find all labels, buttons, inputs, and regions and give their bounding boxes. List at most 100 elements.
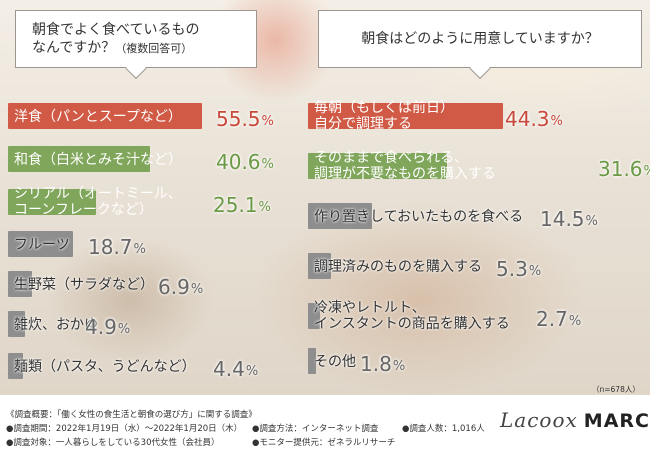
right-label-2: そのままで食べられる、 調理が不要なものを購入する [314,150,496,182]
left-value-number-2: 40.6 [216,150,261,174]
left-label-2-line-1: 和食（白米とみそ汁など） [14,152,182,168]
right-value-number-6: 1.8 [360,352,392,376]
left-value-6: 4.9% [85,310,130,338]
right-bar-2 [308,153,448,179]
left-label-2: 和食（白米とみそ汁など） [14,143,182,175]
left-value-number-5: 6.9 [158,275,190,299]
right-value-number-1: 44.3 [505,107,550,131]
left-label-6-line-1: 雑炊、おかゆ [14,317,98,333]
right-value-unit-2: % [644,164,650,180]
left-bar-3 [8,189,96,215]
right-value-unit-4: % [528,264,542,279]
right-row-6: その他 1.8% [308,345,648,377]
right-question-text: 朝食はどのように用意していますか？ [361,31,599,47]
right-value-3: 14.5% [540,202,598,230]
right-value-number-3: 14.5 [540,207,585,231]
left-label-3-line-1: シリアル（オートミール、 [14,186,182,202]
sample-size-note: （n=678人） [592,385,640,394]
left-label-4-line-1: フルーツ [14,237,70,253]
right-label-4-line-1: 調理済みのものを購入する [314,259,482,275]
right-bar-1 [308,103,503,129]
right-label-1: 毎朝（もしくは前日） 自分で調理する [314,100,454,132]
right-label-5: 冷凍やレトルト、 インスタントの商品を購入する [314,300,510,332]
right-value-unit-5: % [568,314,582,329]
right-label-3: 作り置きしておいたものを食べる [314,200,523,232]
left-value-number-1: 55.5 [216,107,261,131]
left-label-1-line-1: 洋食（パンとスープなど） [14,109,182,125]
right-value-2: 31.6% [598,152,650,180]
left-bar-1 [8,103,203,129]
left-value-7: 4.4% [213,352,258,380]
left-value-unit-6: % [117,322,131,337]
left-value-number-4: 18.7 [88,235,133,259]
left-row-5: 生野菜（サラダなど） 6.9% [8,268,298,300]
left-question-sub: （複数回答可） [115,42,193,55]
right-label-1-line-1: 毎朝（もしくは前日） [314,100,454,116]
left-value-unit-5: % [190,282,204,297]
right-row-3: 作り置きしておいたものを食べる 14.5% [308,200,648,232]
left-value-unit-4: % [133,242,146,257]
left-value-1: 55.5% [216,102,274,130]
right-label-3-line-1: 作り置きしておいたものを食べる [314,209,524,225]
left-value-3: 25.1% [213,188,271,216]
left-value-unit-2: % [261,157,274,172]
left-label-7: 麺類（パスタ、うどんなど） [14,350,196,382]
right-value-6: 1.8% [360,347,405,375]
survey-target: ●調査対象：一人暮らしをしている30代女性（会社員） [6,438,220,448]
left-bar-2 [8,146,151,172]
brand-script-text: Lacoox [500,408,578,432]
left-value-unit-7: % [245,364,259,379]
right-value-5: 2.7% [536,302,581,330]
left-bar-5 [8,271,33,297]
right-bar-6 [308,348,316,374]
left-value-2: 40.6% [216,145,274,173]
left-label-7-line-1: 麺類（パスタ、うどんなど） [14,359,196,375]
left-label-4: フルーツ [14,228,70,260]
right-label-6-line-1: その他 [314,354,356,370]
left-row-2: 和食（白米とみそ汁など） 40.6% [8,143,298,175]
left-bar-4 [8,231,74,257]
survey-title: 《調査概要：「働く女性の食生活と朝食の選び方」に関する調査》 [6,410,257,420]
left-value-4: 18.7% [88,230,146,258]
right-value-unit-6: % [392,359,406,374]
right-row-2: そのままで食べられる、調理が不要なものを購入する 31.6% [308,150,650,182]
right-label-5-line-1: 冷凍やレトルト、 [314,300,426,316]
right-question-box: 朝食はどのように用意していますか？ [318,10,642,68]
right-bar-3 [308,203,372,229]
left-row-3: シリアル（オートミール、 コーンフレークなど） 25.1% [8,186,298,218]
left-question-line1: 朝食でよく食べているもの [32,22,200,38]
right-label-4: 調理済みのものを購入する [314,250,482,282]
right-value-4: 5.3% [496,252,541,280]
right-label-2-line-2: 調理が不要なものを購入する [314,166,496,182]
left-row-1: 洋食（パンとスープなど） 55.5% [8,100,298,132]
left-bar-7 [8,353,24,379]
right-value-number-5: 2.7 [536,307,568,331]
left-value-number-6: 4.9 [85,315,117,339]
right-value-1: 44.3% [505,102,563,130]
right-label-1-line-2: 自分で調理する [314,116,412,132]
right-value-number-4: 5.3 [496,257,528,281]
right-value-number-2: 31.6 [598,157,643,181]
survey-period: ●調査期間：2022年1月19日（水）〜2022年1月20日（木） [6,424,243,434]
left-label-5: 生野菜（サラダなど） [14,268,154,300]
right-row-5: 冷凍やレトルト、 インスタントの商品を購入する 2.7% [308,300,648,332]
left-label-3-line-2: コーンフレークなど） [14,202,153,218]
right-bar-5 [308,303,320,329]
left-value-5: 6.9% [158,270,203,298]
right-value-unit-3: % [585,214,598,229]
left-question-box: 朝食でよく食べているもの なんですか？（複数回答可） [15,10,257,68]
left-row-6: 雑炊、おかゆ 4.9% [8,308,298,340]
right-label-2-line-1: そのままで食べられる、 [314,150,468,166]
right-label-5-line-2: インスタントの商品を購入する [314,316,510,332]
survey-method: ●調査方法：インターネット調査 [252,424,379,434]
left-label-3: シリアル（オートミール、 コーンフレークなど） [14,186,182,218]
left-value-number-7: 4.4 [213,357,245,381]
survey-count: ●調査人数：1,016人 [402,424,485,434]
left-label-6: 雑炊、おかゆ [14,308,98,340]
left-bar-6 [8,311,26,337]
left-row-7: 麺類（パスタ、うどんなど） 4.4% [8,350,298,382]
left-value-unit-3: % [258,200,271,215]
left-value-unit-1: % [261,114,274,129]
brand-logo: Lacoox MARCHE [500,408,650,436]
right-row-1: 毎朝（もしくは前日） 自分で調理する 44.3% [308,100,648,132]
